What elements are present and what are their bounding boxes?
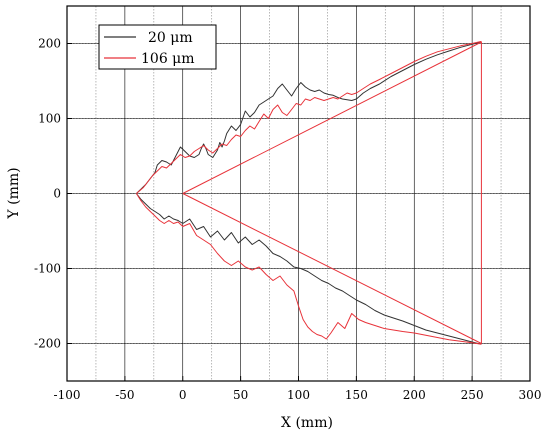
x-tick-label: -100: [54, 388, 81, 402]
x-tick-label: 50: [233, 388, 248, 402]
series-line-4: [135, 193, 482, 345]
x-tick-labels: -100 -50 0 50 100 150 200 250 300: [54, 388, 542, 402]
x-tick-label: 300: [519, 388, 542, 402]
series-line-1: [136, 40, 482, 194]
x-tick-label: 100: [287, 388, 310, 402]
x-tick-label: 150: [345, 388, 368, 402]
y-axis-title: Y (mm): [6, 167, 22, 219]
axis-ticks: [66, 43, 531, 381]
x-tick-label: 200: [403, 388, 426, 402]
y-tick-label: 0: [53, 187, 61, 201]
x-tick-label: -50: [115, 388, 134, 402]
y-tick-label: -200: [34, 337, 61, 351]
series-layer: [135, 40, 482, 345]
y-tick-labels: -200 -100 0 100 200: [34, 37, 61, 351]
series-line-0: [136, 41, 482, 194]
x-axis-title: X (mm): [281, 415, 333, 431]
x-tick-label: 250: [461, 388, 484, 402]
legend: 20 μm 106 μm: [98, 24, 217, 70]
y-tick-label: -100: [34, 262, 61, 276]
legend-box: [98, 24, 217, 70]
legend-label-106um: 106 μm: [141, 51, 195, 67]
series-line-3: [136, 193, 482, 345]
legend-label-20um: 20 μm: [148, 30, 193, 46]
x-tick-label: 0: [179, 388, 187, 402]
y-tick-label: 200: [38, 37, 61, 51]
series-line-2: [182, 41, 482, 344]
y-tick-label: 100: [38, 112, 61, 126]
